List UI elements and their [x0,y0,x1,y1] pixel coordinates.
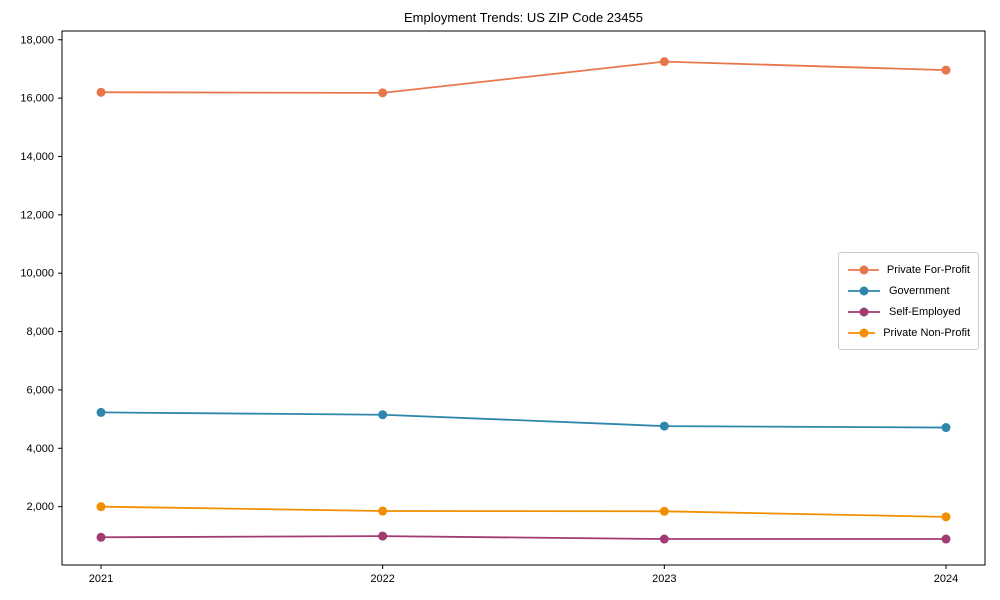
x-tick-label: 2021 [89,573,113,585]
data-point [378,531,388,541]
y-tick-label: 12,000 [20,209,54,221]
legend-marker-icon [848,286,880,295]
x-tick-label: 2022 [370,573,394,585]
data-point [378,506,388,516]
legend-label: Private Non-Profit [883,326,970,339]
series-line [100,411,947,429]
legend-label: Government [889,284,950,297]
y-tick-label: 16,000 [20,93,54,105]
legend-item: Private Non-Profit [847,322,970,343]
data-point [378,410,388,420]
y-tick-label: 6,000 [26,384,54,396]
y-tick-label: 18,000 [20,34,54,46]
legend-item: Government [847,280,970,301]
series-line [100,60,947,94]
data-point [96,87,106,97]
legend-label: Private For-Profit [886,263,970,276]
data-point [378,88,388,98]
data-point [96,532,106,542]
y-tick-label: 2,000 [26,501,54,513]
legend-label: Self-Employed [889,305,961,318]
plot-frame [61,30,986,566]
legend-marker-icon [848,307,880,316]
legend-item: Private For-Profit [847,259,970,280]
data-point [941,65,951,75]
y-tick-label: 10,000 [20,268,54,280]
data-point [659,57,669,67]
legend-marker-icon [848,328,876,337]
data-point [659,421,669,431]
legend-item: Self-Employed [847,301,970,322]
data-point [96,502,106,512]
data-point [941,423,951,433]
y-tick-label: 8,000 [26,326,54,338]
data-point [941,534,951,544]
series-line [100,505,947,518]
legend: Private For-Profit Government Self-Employe… [838,252,979,350]
y-tick-label: 14,000 [20,151,54,163]
legend-marker-icon [848,265,879,274]
y-tick-label: 4,000 [26,443,54,455]
chart-title: Employment Trends: US ZIP Code 23455 [404,10,643,25]
series-line [100,535,946,540]
data-point [659,506,669,516]
x-tick-label: 2023 [652,573,676,585]
data-point [96,407,106,417]
x-tick-label: 2024 [934,573,958,585]
data-point [659,534,669,544]
data-point [941,512,951,522]
